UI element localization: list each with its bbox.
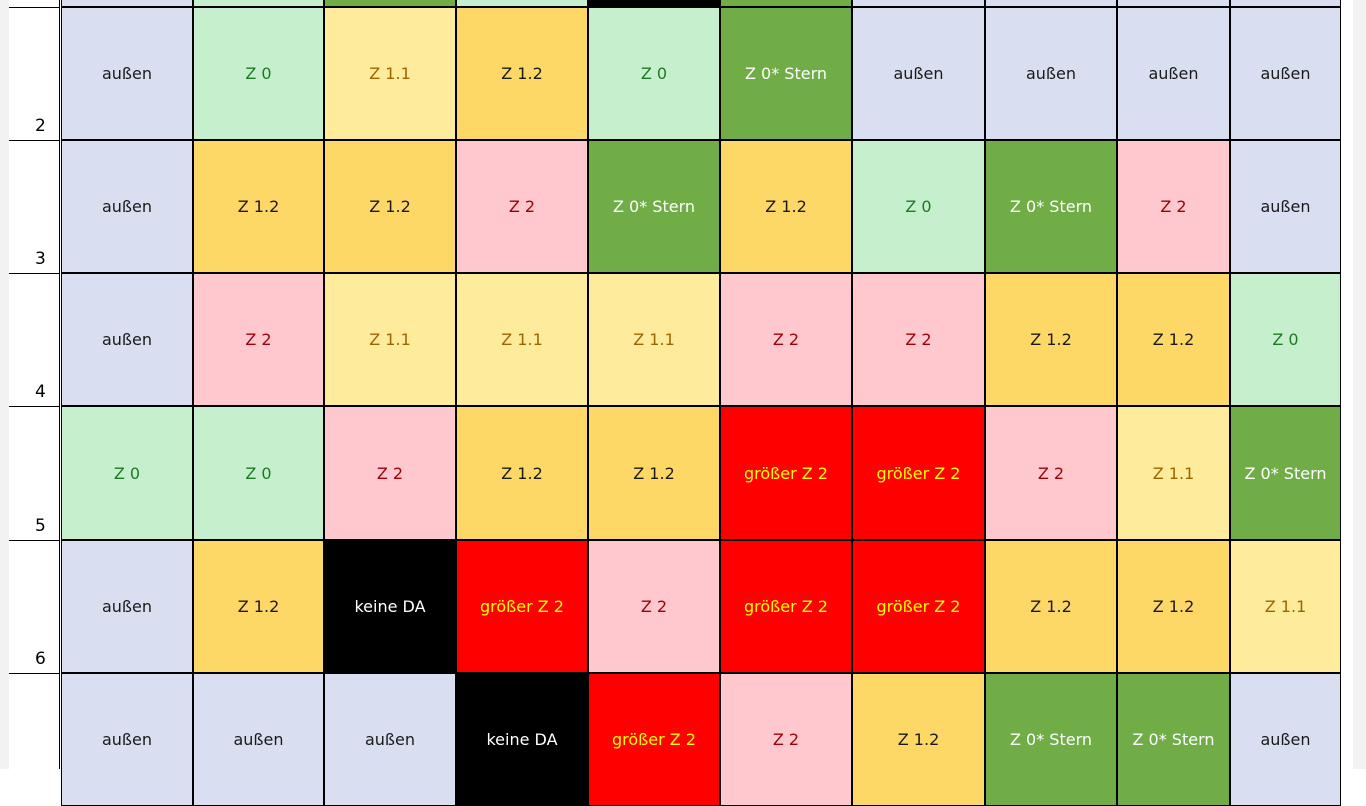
grid-cell[interactable]: keine DA xyxy=(456,673,588,806)
grid-cell[interactable]: Z 0 xyxy=(1230,273,1341,406)
grid-cell[interactable]: größer Z 2 xyxy=(456,540,588,673)
row-header[interactable]: 2 xyxy=(9,7,59,140)
grid-cell[interactable]: außen xyxy=(852,7,985,140)
grid-cell[interactable]: Z 2 xyxy=(720,273,852,406)
grid-cell[interactable]: Z 2 xyxy=(456,140,588,273)
row-header[interactable]: 3 xyxy=(9,140,59,273)
grid-cell[interactable]: Z 1.1 xyxy=(588,273,720,406)
grid-cell[interactable]: außen xyxy=(985,7,1117,140)
grid-cell[interactable]: außen xyxy=(1230,7,1341,140)
grid-cell[interactable]: außen xyxy=(61,273,193,406)
grid-cell[interactable]: größer Z 2 xyxy=(720,406,852,540)
row-header[interactable]: 5 xyxy=(9,406,59,540)
grid-cell[interactable]: Z 2 xyxy=(193,273,324,406)
grid-cell[interactable]: Z 0 xyxy=(61,406,193,540)
grid-cell[interactable]: Z 1.2 xyxy=(456,7,588,140)
grid-cell[interactable]: Z 1.1 xyxy=(456,273,588,406)
grid-cell[interactable]: Z 1.2 xyxy=(193,540,324,673)
grid-cell[interactable]: außen xyxy=(61,7,193,140)
grid-cell-top[interactable] xyxy=(1230,0,1341,7)
grid-cell[interactable]: Z 1.1 xyxy=(1117,406,1230,540)
left-margin xyxy=(0,0,9,769)
grid-cell-top[interactable] xyxy=(324,0,456,7)
grid-cell[interactable]: Z 1.2 xyxy=(588,406,720,540)
grid-cell-top[interactable] xyxy=(1117,0,1230,7)
row-number: 4 xyxy=(35,382,46,402)
row-number: 2 xyxy=(35,116,46,136)
grid-cell[interactable]: keine DA xyxy=(324,540,456,673)
grid-cell[interactable]: außen xyxy=(1117,7,1230,140)
row-number: 6 xyxy=(35,649,46,669)
grid-cell[interactable]: Z 1.2 xyxy=(1117,273,1230,406)
grid-cell[interactable]: Z 1.2 xyxy=(324,140,456,273)
grid-cell[interactable]: Z 0* Stern xyxy=(1230,406,1341,540)
grid-cell[interactable]: Z 1.2 xyxy=(193,140,324,273)
grid-cell[interactable]: größer Z 2 xyxy=(588,673,720,806)
grid-cell-top[interactable] xyxy=(985,0,1117,7)
grid-cell[interactable]: außen xyxy=(61,140,193,273)
grid-cell[interactable]: außen xyxy=(193,673,324,806)
grid-cell[interactable]: Z 1.2 xyxy=(985,540,1117,673)
grid-cell[interactable]: größer Z 2 xyxy=(720,540,852,673)
grid-cell[interactable]: Z 1.2 xyxy=(852,673,985,806)
grid-cell[interactable]: größer Z 2 xyxy=(852,406,985,540)
grid-cell[interactable]: Z 2 xyxy=(1117,140,1230,273)
grid-cell[interactable]: Z 1.1 xyxy=(324,7,456,140)
grid-cell[interactable]: Z 2 xyxy=(324,406,456,540)
grid-cell-top[interactable] xyxy=(720,0,852,7)
grid-cell[interactable]: Z 2 xyxy=(720,673,852,806)
grid-cell[interactable]: Z 0 xyxy=(852,140,985,273)
grid-cell[interactable]: außen xyxy=(61,673,193,806)
grid-cell[interactable]: Z 0* Stern xyxy=(1117,673,1230,806)
grid-cell[interactable]: Z 2 xyxy=(588,540,720,673)
row-number: 5 xyxy=(35,516,46,536)
grid-cell[interactable]: Z 0 xyxy=(588,7,720,140)
grid-cell[interactable]: größer Z 2 xyxy=(852,540,985,673)
row-number: 3 xyxy=(35,249,46,269)
grid-cell-top[interactable] xyxy=(588,0,720,7)
grid-cell[interactable]: außen xyxy=(1230,673,1341,806)
grid-cell-top[interactable] xyxy=(852,0,985,7)
grid-cell[interactable]: Z 1.2 xyxy=(1117,540,1230,673)
grid-cell[interactable]: außen xyxy=(1230,140,1341,273)
grid-cell-top[interactable] xyxy=(193,0,324,7)
grid-cell[interactable]: außen xyxy=(324,673,456,806)
grid-cell[interactable]: Z 0 xyxy=(193,7,324,140)
grid-cell[interactable]: Z 0 xyxy=(193,406,324,540)
row-header[interactable] xyxy=(9,673,59,806)
grid-cell[interactable]: Z 0* Stern xyxy=(588,140,720,273)
grid-cell-top[interactable] xyxy=(456,0,588,7)
grid-cell[interactable]: Z 0* Stern xyxy=(985,140,1117,273)
grid-cell[interactable]: Z 2 xyxy=(852,273,985,406)
grid-cell[interactable]: Z 1.2 xyxy=(720,140,852,273)
grid-cell[interactable]: außen xyxy=(61,540,193,673)
grid-cell[interactable]: Z 0* Stern xyxy=(720,7,852,140)
grid-cell-top[interactable] xyxy=(61,0,193,7)
grid-cell[interactable]: Z 1.1 xyxy=(324,273,456,406)
row-header[interactable]: 4 xyxy=(9,273,59,406)
right-margin xyxy=(1353,0,1366,769)
grid-cell[interactable]: Z 2 xyxy=(985,406,1117,540)
grid-cell[interactable]: Z 0* Stern xyxy=(985,673,1117,806)
header-divider xyxy=(59,0,60,769)
grid-cell[interactable]: Z 1.2 xyxy=(985,273,1117,406)
grid-cell[interactable]: Z 1.1 xyxy=(1230,540,1341,673)
row-header[interactable]: 6 xyxy=(9,540,59,673)
grid-cell[interactable]: Z 1.2 xyxy=(456,406,588,540)
